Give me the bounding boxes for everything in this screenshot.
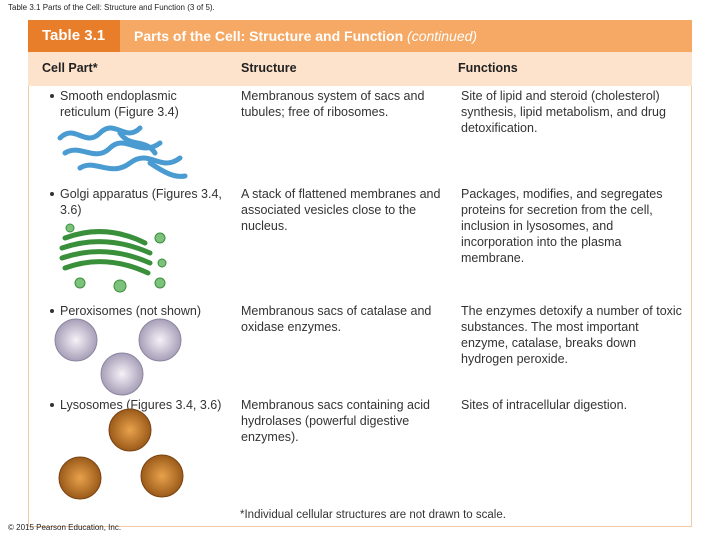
bullet	[50, 94, 54, 98]
column-header: Functions	[458, 61, 518, 75]
column-header-row	[28, 52, 692, 86]
function: Sites of intracellular digestion.	[461, 398, 628, 412]
peroxisome-image	[54, 318, 182, 396]
cell-part: Golgi apparatus (Figures 3.4, 3.6)	[60, 187, 222, 217]
function: Packages, modifies, and segregates prote…	[461, 187, 663, 265]
cell-part: Smooth endoplasmic reticulum (Figure 3.4…	[60, 89, 179, 119]
function: Site of lipid and steroid (cholesterol) …	[461, 89, 666, 135]
lysosome-image	[58, 408, 184, 500]
header-bar	[28, 20, 692, 52]
smooth-er-image	[57, 125, 188, 179]
structure: Membranous system of sacs and tubules; f…	[241, 89, 425, 119]
structure: Membranous sacs containing acid hydrolas…	[241, 398, 430, 444]
cell-part: Lysosomes (Figures 3.4, 3.6)	[60, 398, 222, 412]
column-header: Cell Part*	[42, 61, 98, 75]
structure: A stack of flattened membranes and assoc…	[241, 187, 441, 233]
column-header: Structure	[241, 61, 297, 75]
bullet	[50, 403, 54, 407]
structure: Membranous sacs of catalase and oxidase …	[241, 304, 432, 334]
footnote: *Individual cellular structures are not …	[240, 509, 506, 521]
copyright: © 2015 Pearson Education, Inc.	[8, 523, 122, 532]
function: The enzymes detoxify a number of toxic s…	[461, 304, 682, 366]
header-label: Table 3.1	[28, 20, 120, 52]
bullet	[50, 192, 54, 196]
cell-part: Peroxisomes (not shown)	[60, 304, 202, 318]
title-note: (continued)	[407, 28, 478, 44]
header-title: Parts of the Cell: Structure and Functio…	[134, 20, 477, 52]
bullet	[50, 309, 54, 313]
table-body	[28, 86, 692, 527]
slide-title: Table 3.1 Parts of the Cell: Structure a…	[8, 3, 215, 12]
title-text: Parts of the Cell: Structure and Functio…	[134, 28, 404, 44]
golgi-image	[59, 223, 167, 293]
